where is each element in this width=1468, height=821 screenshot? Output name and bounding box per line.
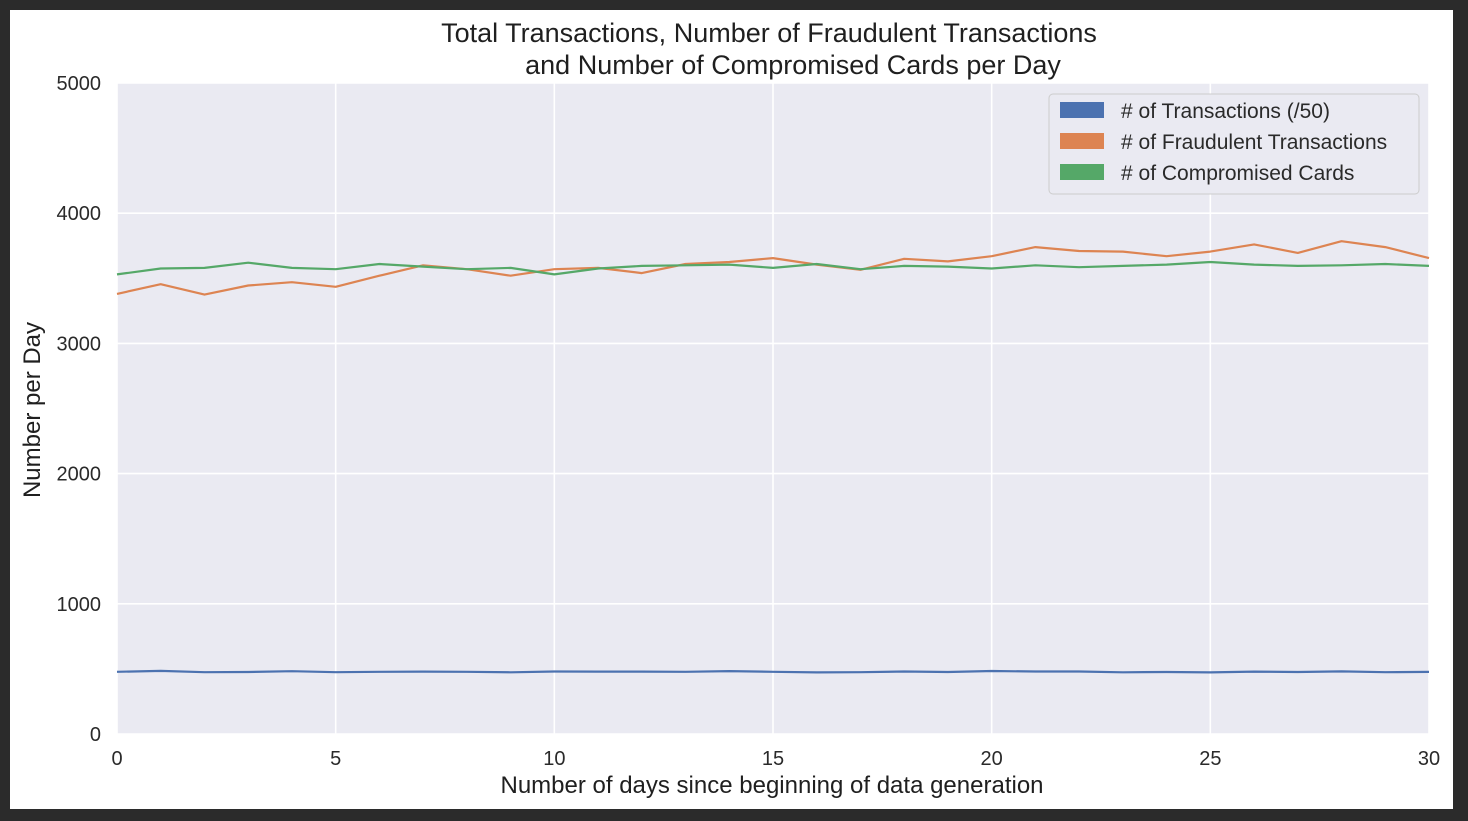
legend-swatch [1060, 102, 1104, 118]
y-tick-label: 2000 [57, 464, 102, 486]
y-tick-label: 4000 [57, 203, 102, 225]
legend-swatch [1060, 133, 1104, 149]
grid-lines [116, 82, 1430, 735]
chart-subtitle: and Number of Compromised Cards per Day [525, 50, 1061, 80]
legend-items: # of Transactions (/50) # of Fraudulent T… [1060, 100, 1387, 185]
legend-swatch [1060, 164, 1104, 180]
y-axis-label: Number per Day [19, 322, 46, 498]
x-tick-label: 5 [330, 748, 341, 770]
x-axis-ticks: 0 5 10 15 20 25 30 [111, 748, 1440, 770]
legend: # of Transactions (/50) # of Fraudulent T… [1048, 93, 1420, 195]
x-tick-label: 15 [762, 748, 784, 770]
legend-box [1048, 93, 1420, 195]
y-tick-label: 5000 [57, 73, 102, 95]
legend-label: # of Fraudulent Transactions [1121, 131, 1387, 154]
x-tick-label: 20 [981, 748, 1003, 770]
y-tick-label: 1000 [57, 594, 102, 616]
x-tick-label: 25 [1199, 748, 1221, 770]
series-line-1 [116, 240, 1430, 296]
series-lines [116, 240, 1430, 674]
legend-label: # of Compromised Cards [1121, 162, 1354, 185]
x-tick-label: 0 [111, 748, 122, 770]
y-tick-label: 3000 [57, 333, 102, 355]
series-line-2 [116, 260, 1430, 276]
y-tick-label: 0 [90, 724, 101, 746]
line-chart: Total Transactions, Number of Fraudulent… [19, 18, 1440, 799]
series-line-0 [116, 669, 1430, 674]
chart-figure: Total Transactions, Number of Fraudulent… [10, 10, 1453, 809]
chart-title: Total Transactions, Number of Fraudulent… [441, 18, 1097, 48]
x-tick-label: 30 [1418, 748, 1440, 770]
x-axis-label: Number of days since beginning of data g… [500, 772, 1043, 799]
x-tick-label: 10 [543, 748, 565, 770]
legend-label: # of Transactions (/50) [1121, 100, 1330, 123]
y-axis-ticks: 0 1000 2000 3000 4000 5000 [57, 73, 102, 746]
